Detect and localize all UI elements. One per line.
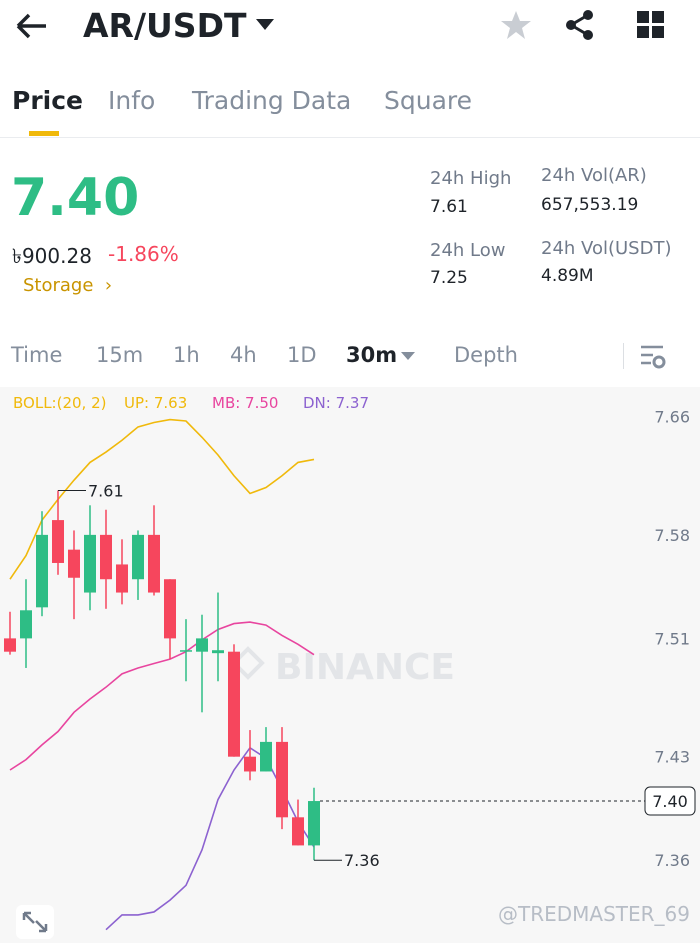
indicator-dn: DN: 7.37 — [303, 394, 369, 412]
interval[interactable]: 15m — [96, 343, 144, 367]
stat-value: 4.89M — [541, 266, 594, 286]
candle-body — [196, 638, 208, 652]
candle-body — [180, 650, 192, 652]
candle-body — [116, 564, 128, 593]
candle-body — [212, 650, 224, 654]
interval[interactable]: 4h — [230, 343, 257, 367]
y-tick-label: 7.43 — [654, 748, 690, 767]
tab[interactable]: Price — [12, 86, 83, 115]
candlestick-chart: BINANCE @TREDMASTER_69 7.66 7.58 7.51 7.43 7… — [4, 408, 696, 939]
candle-body — [148, 534, 160, 593]
watermark: BINANCE — [275, 647, 455, 688]
interval[interactable]: Depth — [454, 343, 518, 367]
candle-body — [292, 817, 304, 846]
interval[interactable]: 1D — [287, 343, 317, 367]
stat-label: 24h Low — [430, 240, 506, 261]
candle-body — [308, 801, 320, 846]
interval-active[interactable]: 30m — [346, 343, 398, 367]
stat-value: 7.25 — [430, 268, 468, 288]
pair-title[interactable]: AR/USDT — [83, 6, 247, 45]
tab[interactable]: Trading Data — [192, 86, 352, 115]
candle-body — [244, 756, 256, 772]
tab[interactable]: Square — [384, 86, 473, 115]
tab-indicator — [29, 131, 59, 136]
interval-dropdown[interactable] — [400, 350, 416, 362]
candle-body — [100, 534, 112, 580]
indicator-up: UP: 7.63 — [124, 394, 188, 412]
expand-icon — [22, 911, 48, 933]
last-price-label: 7.40 — [652, 792, 688, 811]
pair-dropdown[interactable] — [254, 16, 276, 32]
stat-value: 657,553.19 — [541, 195, 639, 215]
credit: @TREDMASTER_69 — [498, 902, 690, 926]
stat-label: 24h High — [430, 168, 512, 189]
expand-button[interactable] — [16, 905, 54, 939]
y-tick-label: 7.66 — [654, 408, 690, 427]
divider — [0, 137, 700, 138]
bollinger-band — [9, 621, 315, 771]
low-label: 7.36 — [344, 851, 380, 870]
candle-body — [52, 520, 64, 563]
candle-body — [260, 741, 272, 772]
candle-body — [20, 610, 32, 639]
candle-body — [276, 741, 288, 818]
favorite-star[interactable] — [500, 9, 532, 41]
candle-body — [132, 534, 144, 580]
interval[interactable]: 1h — [173, 343, 200, 367]
chart-settings[interactable] — [639, 344, 667, 370]
candle-body — [84, 534, 96, 593]
candle-body — [4, 638, 16, 652]
tag-text: Storage — [23, 275, 94, 296]
candle-body — [164, 579, 176, 639]
stat-value: 7.61 — [430, 197, 468, 217]
divider — [623, 343, 624, 369]
y-tick-label: 7.36 — [654, 851, 690, 870]
last-price: 7.40 — [11, 168, 140, 228]
grid-menu[interactable] — [637, 11, 665, 39]
indicator-mb: MB: 7.50 — [212, 394, 279, 412]
candle-body — [36, 534, 48, 608]
fiat-price: ৳900.28 — [12, 244, 92, 268]
indicator-name: BOLL:(20, 2) — [13, 394, 107, 412]
interval[interactable]: Time — [11, 343, 63, 367]
y-tick-label: 7.51 — [654, 629, 690, 648]
stat-label: 24h Vol(USDT) — [541, 238, 672, 259]
back-button[interactable] — [14, 12, 48, 40]
candle-body — [68, 549, 80, 578]
bollinger-band — [9, 418, 315, 580]
category-tag[interactable]: Storage › — [23, 275, 113, 296]
y-tick-label: 7.58 — [654, 526, 690, 545]
stat-label: 24h Vol(AR) — [541, 165, 647, 186]
price-change: -1.86% — [108, 242, 179, 266]
candle-body — [228, 651, 240, 757]
chart-area — [0, 387, 700, 943]
tab[interactable]: Info — [108, 86, 156, 115]
high-label: 7.61 — [88, 482, 124, 501]
share-button[interactable] — [564, 9, 596, 41]
last-price-box — [644, 786, 696, 816]
